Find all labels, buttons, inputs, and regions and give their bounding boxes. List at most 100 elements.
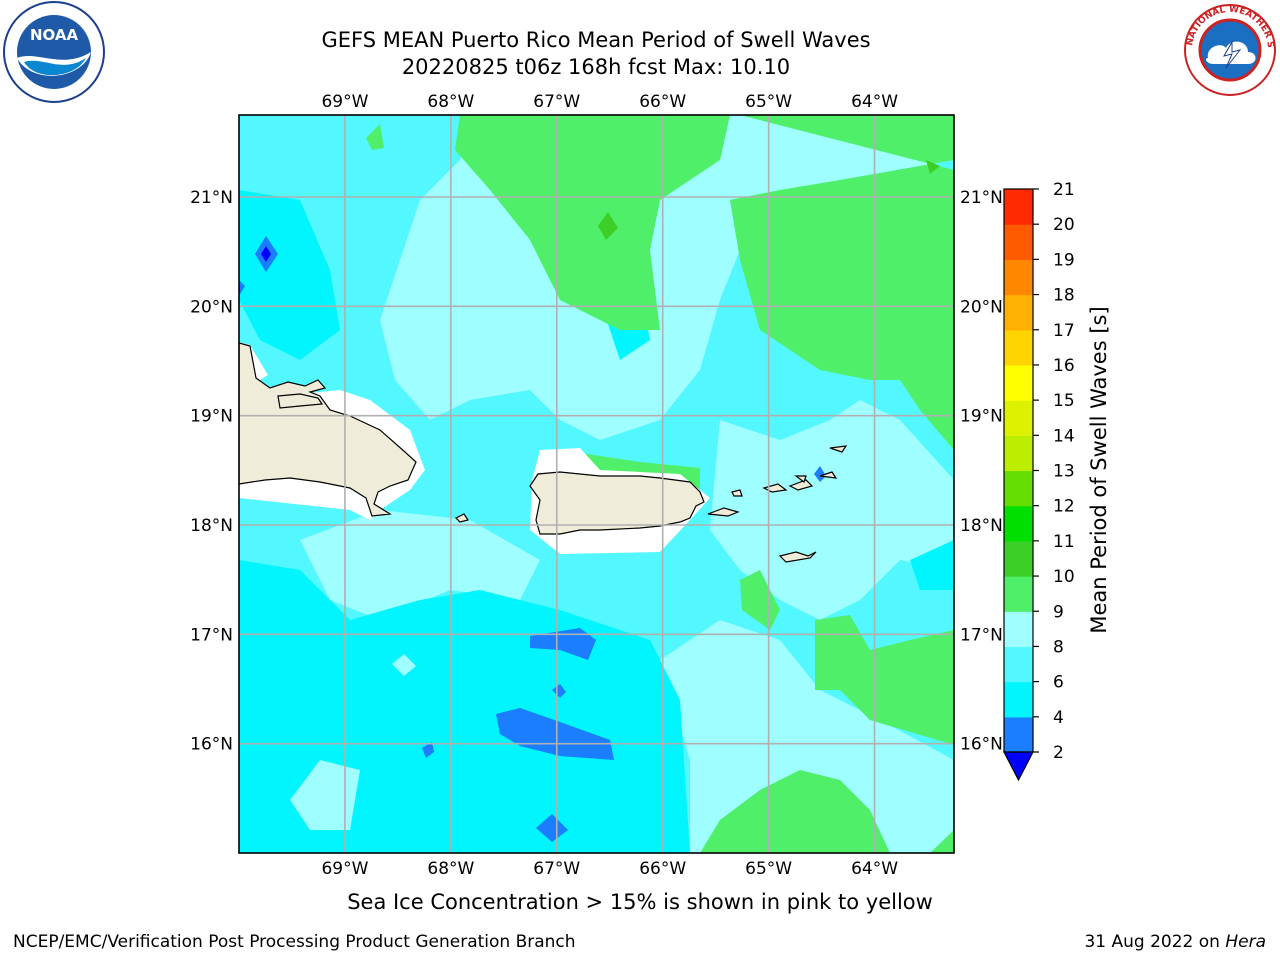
- field-band-10-11: [366, 124, 384, 150]
- virgin-islands: [794, 475, 807, 483]
- lat-label-left: 16°N: [190, 735, 233, 755]
- contour-field: [239, 115, 954, 853]
- st-croix-island: [778, 551, 817, 563]
- field-band-10-11: [815, 615, 954, 745]
- colorbar-segment: [1004, 400, 1033, 436]
- colorbar-tick-label: 16: [1053, 356, 1075, 376]
- noaa-logo-text: NOAA: [30, 26, 79, 44]
- colorbar-ticks: 21 20 19 18 17 16 15 14 13 12 11 10 9 8 6 4 2: [1033, 180, 1075, 763]
- field-band-4-6: [530, 628, 596, 660]
- lat-label-right: 18°N: [960, 516, 1003, 536]
- colorbar-segment: [1004, 611, 1033, 648]
- colorbar-segment: [1004, 505, 1033, 542]
- field-band-10-11: [740, 570, 780, 630]
- field-band-10-11: [930, 830, 954, 853]
- colorbar-tick-label: 6: [1053, 673, 1064, 693]
- lon-label-top: 67°W: [533, 92, 580, 112]
- colorbar-segment: [1004, 646, 1033, 683]
- colorbar-tick-label: 14: [1053, 426, 1075, 446]
- field-band-9-10: [710, 400, 954, 620]
- lon-label-bottom: 67°W: [533, 859, 580, 879]
- lat-labels-right: 21°N 20°N 19°N 18°N 17°N 16°N: [960, 188, 1003, 755]
- sea-ice-note: Sea Ice Concentration > 15% is shown in …: [347, 890, 933, 914]
- colorbar-tick-label: 4: [1053, 708, 1064, 728]
- footer-date: 31 Aug 2022 on Hera: [1084, 932, 1266, 952]
- field-band-4-6: [814, 466, 826, 482]
- lat-label-left: 17°N: [190, 625, 233, 645]
- field-band-11-12: [926, 160, 940, 174]
- lat-label-left: 20°N: [190, 297, 233, 317]
- colorbar-tick-label: 2: [1053, 743, 1064, 763]
- lon-label-bottom: 65°W: [745, 859, 792, 879]
- lon-labels-top: 69°W 68°W 67°W 66°W 65°W 64°W: [321, 92, 898, 112]
- footer-host: Hera: [1225, 932, 1266, 952]
- footer-credit: NCEP/EMC/Verification Post Processing Pr…: [13, 932, 576, 952]
- map-frame: [238, 114, 955, 854]
- field-band-4-6: [536, 814, 568, 842]
- colorbar-tick-label: 15: [1053, 391, 1075, 411]
- mona-island: [454, 513, 469, 523]
- lat-label-right: 16°N: [960, 735, 1003, 755]
- lon-label-bottom: 64°W: [851, 859, 898, 879]
- grid-lines: [239, 115, 954, 853]
- colorbar-tick-label: 18: [1053, 286, 1075, 306]
- nws-logo: NATIONAL WEATHER SERVICE: [1178, 2, 1276, 96]
- colorbar-tick-label: 17: [1053, 321, 1075, 341]
- field-band-2-4: [261, 246, 271, 262]
- colorbar-segment: [1004, 364, 1033, 401]
- colorbar-tick-label: 9: [1053, 602, 1064, 622]
- field-band-4-6: [422, 742, 434, 758]
- colorbar-segment: [1004, 435, 1033, 472]
- colorbar-tick-label: 8: [1053, 637, 1064, 657]
- culebra-island: [731, 489, 743, 497]
- field-band-9-10: [290, 760, 360, 830]
- lon-labels-bottom: 69°W 68°W 67°W 66°W 65°W 64°W: [321, 859, 898, 879]
- lon-label-bottom: 66°W: [639, 859, 686, 879]
- colorbar-tick-label: 10: [1053, 567, 1075, 587]
- field-band-4-6: [239, 280, 245, 296]
- colorbar-segment: [1004, 470, 1033, 507]
- anegada-island: [829, 445, 848, 453]
- chart-title: GEFS MEAN Puerto Rico Mean Period of Swe…: [321, 28, 871, 52]
- hispaniola-land: [239, 342, 417, 517]
- vieques-island: [707, 507, 740, 517]
- hispaniola-island: [277, 393, 324, 409]
- noaa-logo: NOAA: [3, 1, 105, 103]
- lon-label-top: 69°W: [321, 92, 368, 112]
- colorbar-segment: [1004, 224, 1033, 260]
- colorbar-segment: [1004, 259, 1033, 296]
- lon-label-bottom: 69°W: [321, 859, 368, 879]
- lat-label-right: 19°N: [960, 407, 1003, 427]
- field-band-11-12: [598, 212, 618, 240]
- colorbar-tick-label: 19: [1053, 250, 1075, 270]
- field-band-10-11: [730, 115, 954, 450]
- virgin-islands: [788, 479, 814, 491]
- colorbar-segment: [1004, 294, 1033, 331]
- colorbar-segment: [1004, 716, 1033, 753]
- colorbar-tick-label: 11: [1053, 532, 1075, 552]
- colorbar-extend-low: [1003, 751, 1034, 782]
- field-band-6-8: [910, 540, 954, 590]
- lat-label-right: 17°N: [960, 625, 1003, 645]
- lon-label-top: 65°W: [745, 92, 792, 112]
- field-band-6-8: [239, 190, 340, 360]
- virgin-islands: [819, 471, 838, 479]
- lat-label-left: 18°N: [190, 516, 233, 536]
- lat-label-left: 19°N: [190, 407, 233, 427]
- lon-label-top: 66°W: [639, 92, 686, 112]
- lat-label-right: 21°N: [960, 188, 1003, 208]
- colorbar-body: [1003, 188, 1034, 782]
- colorbar-segment: [1004, 329, 1033, 366]
- lon-label-top: 68°W: [427, 92, 474, 112]
- lat-labels-left: 21°N 20°N 19°N 18°N 17°N 16°N: [190, 188, 233, 755]
- field-band-10-11: [455, 115, 730, 330]
- colorbar-tick-label: 13: [1053, 462, 1075, 482]
- chart-subtitle: 20220825 t06z 168h fcst Max: 10.10: [401, 55, 791, 79]
- colorbar-tick-label: 21: [1053, 180, 1075, 200]
- footer-date-text: 31 Aug 2022 on: [1084, 932, 1226, 952]
- colorbar-segment: [1004, 189, 1033, 225]
- colorbar-segment: [1004, 681, 1033, 718]
- field-band-4-6: [552, 684, 566, 698]
